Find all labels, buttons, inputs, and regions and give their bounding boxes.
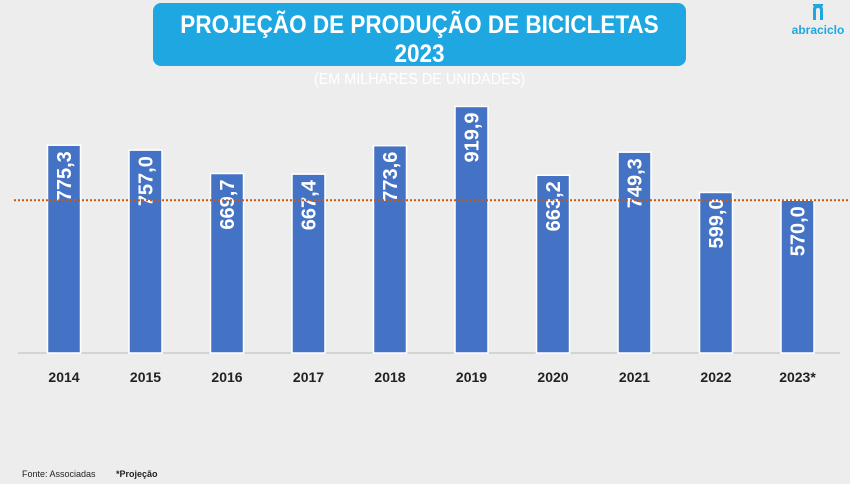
bar-2023* [780,199,815,354]
x-tick-2021: 2021 [619,369,650,385]
value-label-2014: 775,3 [54,151,76,201]
projection-note: *Projeção [116,469,158,479]
x-tick-2020: 2020 [537,369,568,385]
bar-2014 [46,144,82,354]
bar-2020 [535,174,571,354]
value-label-2020: 663,2 [543,181,565,231]
x-tick-2019: 2019 [456,369,487,385]
title-banner: PROJEÇÃO DE PRODUÇÃO DE BICICLETAS 2023 … [153,3,686,88]
bar-2017 [291,173,326,354]
bar-2016 [209,172,245,354]
x-tick-2014: 2014 [48,369,79,385]
bar-2021 [617,151,652,354]
value-label-2023*: 570,0 [788,206,810,256]
chart-title: PROJEÇÃO DE PRODUÇÃO DE BICICLETAS 2023 [180,11,659,68]
value-label-2016: 669,7 [217,180,239,230]
logo-icon [813,4,823,20]
value-label-2022: 599,0 [706,198,728,248]
source-note: Fonte: Associadas [22,469,96,479]
chart-subtitle: (EM MILHARES DE UNIDADES) [313,71,526,88]
value-label-2021: 749,3 [625,158,647,208]
bar-2018 [372,144,408,354]
x-tick-2018: 2018 [374,369,405,385]
bar-2019 [454,105,489,354]
x-tick-2023*: 2023* [779,369,816,385]
bar-2015 [128,149,163,354]
x-tick-2015: 2015 [130,369,161,385]
value-label-2015: 757,0 [136,156,158,206]
x-tick-2022: 2022 [700,369,731,385]
x-tick-2017: 2017 [293,369,324,385]
value-label-2018: 773,6 [380,152,402,202]
value-label-2019: 919,9 [462,112,484,162]
abraciclo-logo: abraciclo [790,4,846,37]
bar-2022 [698,191,734,354]
x-tick-2016: 2016 [211,369,242,385]
logo-text: abraciclo [791,23,845,37]
value-label-2017: 667,4 [299,179,321,230]
